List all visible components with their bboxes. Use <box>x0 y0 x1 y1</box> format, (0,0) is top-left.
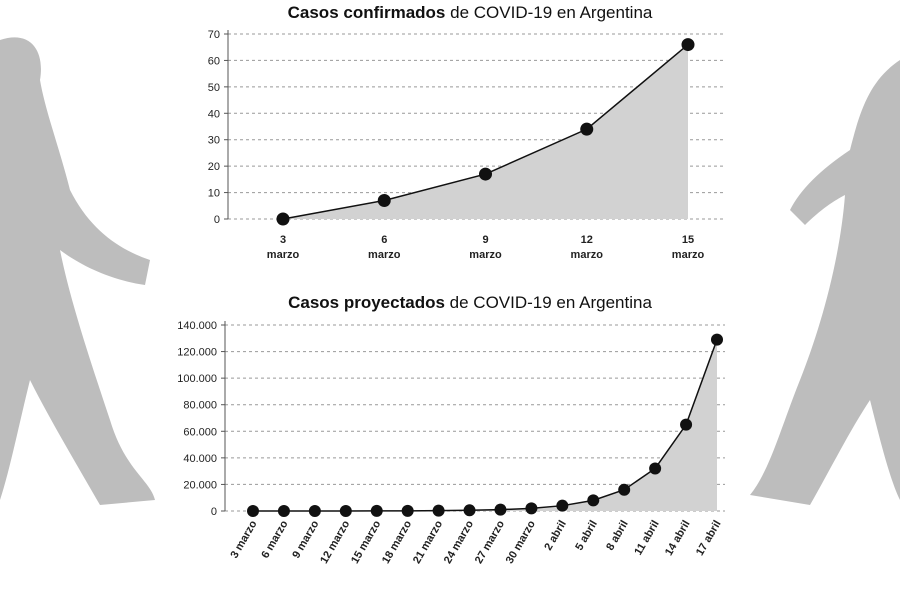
x-tick-label: 12 <box>581 234 593 246</box>
y-tick-label: 30 <box>208 135 220 147</box>
x-tick-label: 6 <box>381 234 387 246</box>
point <box>525 502 538 515</box>
silhouette-right <box>750 60 900 505</box>
x-tick-label: 11 abril <box>632 519 661 558</box>
title-regular: de COVID-19 en Argentina <box>450 293 653 312</box>
x-tick-label: 6 marzo <box>259 518 290 560</box>
point <box>463 504 476 517</box>
point <box>401 504 414 517</box>
y-tick-label: 80.000 <box>183 400 217 412</box>
x-tick-label: 3 marzo <box>228 518 259 560</box>
x-tick-label: 21 marzo <box>411 518 445 566</box>
y-tick-label: 140.000 <box>177 320 217 332</box>
y-tick-label: 50 <box>208 82 220 94</box>
x-tick-label: 9 marzo <box>290 518 321 560</box>
y-tick-label: 10 <box>208 188 220 200</box>
x-tick-label: 12 marzo <box>318 518 352 566</box>
y-tick-label: 100.000 <box>177 373 217 385</box>
y-tick-label: 20.000 <box>183 479 217 491</box>
y-tick-label: 40 <box>208 108 220 120</box>
x-tick-label: 14 abril <box>663 519 693 558</box>
x-tick-label: 18 marzo <box>380 518 414 566</box>
y-tick-label: 70 <box>208 29 220 41</box>
point <box>308 504 321 517</box>
y-tick-label: 0 <box>214 214 220 226</box>
y-tick-label: 40.000 <box>183 453 217 465</box>
y-tick-label: 0 <box>211 506 217 518</box>
x-tick-label: 17 abril <box>694 519 724 558</box>
y-tick-label: 120.000 <box>177 347 217 359</box>
x-tick-label: 9 <box>482 234 488 246</box>
x-tick-label: 5 abril <box>573 519 600 553</box>
title-bold: Casos proyectados <box>288 293 445 312</box>
point <box>276 212 290 226</box>
title-regular: de COVID-19 en Argentina <box>450 3 653 22</box>
point <box>587 494 600 507</box>
line <box>252 339 718 512</box>
point <box>618 483 631 496</box>
x-tick-label: 8 abril <box>604 519 631 553</box>
title-bold: Casos confirmados <box>288 3 446 22</box>
point <box>649 462 662 475</box>
y-tick-label: 60 <box>208 55 220 67</box>
silhouette-left <box>0 37 155 505</box>
x-tick-label: 27 marzo <box>473 518 507 566</box>
y-tick-label: 60.000 <box>183 426 217 438</box>
x-tick-unit: marzo <box>267 249 300 261</box>
area <box>253 339 717 511</box>
point <box>479 167 492 181</box>
x-tick-label: 15 marzo <box>349 518 383 566</box>
silhouettes <box>0 37 900 505</box>
point <box>277 504 290 517</box>
x-tick-label: 3 <box>280 234 286 246</box>
point <box>432 504 445 517</box>
area <box>283 44 688 220</box>
point <box>247 505 259 517</box>
x-tick-label: 30 marzo <box>504 518 538 566</box>
x-tick-label: 2 abril <box>542 519 569 553</box>
point <box>556 499 569 512</box>
point <box>680 418 693 431</box>
x-tick-unit: marzo <box>368 249 401 261</box>
point <box>681 38 695 52</box>
x-tick-label: 15 <box>682 234 694 246</box>
point <box>339 504 352 517</box>
point <box>377 194 391 207</box>
point <box>370 504 383 517</box>
point <box>494 503 507 516</box>
x-tick-unit: marzo <box>672 249 705 261</box>
x-tick-label: 24 marzo <box>442 518 476 566</box>
x-tick-unit: marzo <box>469 249 502 261</box>
x-tick-unit: marzo <box>571 249 604 261</box>
chart-title: Casos proyectados de COVID-19 en Argenti… <box>288 293 652 312</box>
point <box>580 122 594 136</box>
point <box>711 333 723 346</box>
y-tick-label: 20 <box>208 161 220 173</box>
chart-title: Casos confirmados de COVID-19 en Argenti… <box>288 3 653 22</box>
